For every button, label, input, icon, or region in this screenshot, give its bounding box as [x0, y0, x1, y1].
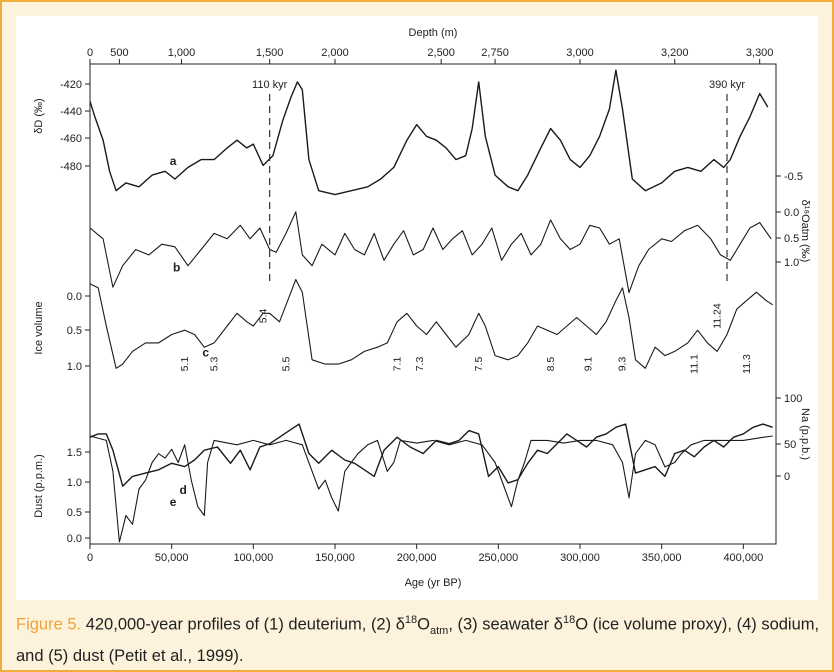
x-tick-label: 50,000 [155, 552, 189, 564]
dashed-line-label: 110 kyr [252, 79, 288, 91]
figure-label: Figure 5. [16, 615, 82, 634]
y-tick-label-a: -480 [60, 161, 82, 173]
y-axis-title-a: δD (‰) [33, 98, 45, 133]
y-tick-label-a: -420 [60, 79, 82, 91]
stage-label: 8.5 [545, 357, 557, 372]
top-tick-label: 1,500 [256, 47, 284, 59]
y-axis-title-c: Ice volume [33, 301, 45, 354]
series-line-c [89, 278, 773, 369]
top-tick-label: 2,500 [427, 47, 455, 59]
series-letter-c: c [202, 345, 209, 359]
top-tick-label: 2,750 [481, 47, 509, 59]
caption-text-1: 420,000-year profiles of (1) deuterium, … [81, 615, 405, 634]
series-line-b [89, 211, 772, 294]
x-axis-title: Age (yr BP) [405, 577, 462, 589]
x-tick-label: 250,000 [478, 552, 518, 564]
series-letter-a: a [170, 154, 177, 168]
caption-text-2: O [417, 615, 430, 634]
caption-sup-1: 18 [404, 614, 418, 626]
stage-label: 9.1 [582, 357, 594, 372]
y-axis-title-e: Dust (p.p.m.) [33, 454, 45, 518]
stage-label: 7.1 [391, 357, 403, 372]
x-tick-label: 200,000 [397, 552, 437, 564]
y-tick-label-c: 0.0 [67, 291, 82, 303]
x-tick-label: 400,000 [723, 552, 763, 564]
y-tick-label-e: 0.0 [67, 533, 82, 545]
x-tick-label: 150,000 [315, 552, 355, 564]
series-letter-b: b [173, 261, 180, 275]
climate-profiles-chart: 0 50,000 100,000 150,000 200,000 250,000 300,0… [33, 27, 811, 589]
stage-label: 11.24 [711, 303, 723, 329]
series-letter-e: e [170, 495, 177, 509]
stage-label: 7.3 [414, 357, 426, 372]
caption-sub-1: atm [429, 624, 449, 637]
top-tick-label: 3,300 [746, 47, 774, 59]
y-tick-label-a: -440 [60, 106, 82, 118]
stage-label: 5.4 [257, 309, 269, 324]
series-line-a [89, 69, 769, 196]
y-tick-label-e: 1.0 [67, 477, 82, 489]
dashed-line-label: 390 kyr [709, 79, 745, 91]
y-tick-label-a: -460 [60, 133, 82, 145]
top-tick-label: 500 [110, 47, 128, 59]
y-axis-title-b: δ¹⁸Oatm (‰) [799, 200, 811, 263]
y-tick-label-e: 1.5 [67, 447, 82, 459]
y-tick-label-b: -0.5 [784, 171, 803, 183]
stage-label: 5.3 [208, 357, 220, 372]
y-tick-label-b: 1.0 [784, 257, 799, 269]
x-tick-label: 300,000 [560, 552, 600, 564]
caption-text-3: , (3) seawater δ [448, 615, 563, 634]
stage-label: 9.3 [617, 357, 629, 372]
stage-label: 5.5 [280, 357, 292, 372]
top-tick-label: 3,000 [566, 47, 594, 59]
stage-label: 7.5 [473, 357, 485, 372]
top-tick-label: 3,200 [661, 47, 689, 59]
series-line-d [89, 423, 773, 487]
y-tick-label-b: 0.0 [784, 207, 799, 219]
stage-label: 11.1 [689, 354, 701, 374]
plot-area-frame [89, 63, 777, 545]
series-letter-d: d [180, 483, 187, 497]
stage-label: 5.1 [179, 357, 191, 372]
top-axis-title: Depth (m) [409, 27, 458, 39]
y-tick-label-d: 100 [784, 393, 802, 405]
figure-caption: Figure 5. 420,000-year profiles of (1) d… [16, 608, 822, 669]
top-tick-label: 1,000 [168, 47, 196, 59]
y-tick-label-d: 50 [784, 439, 796, 451]
plot-panel: 0 50,000 100,000 150,000 200,000 250,000 300,0… [16, 16, 818, 600]
top-tick-label: 2,000 [321, 47, 349, 59]
y-tick-label-c: 0.5 [67, 325, 82, 337]
top-tick-label: 0 [87, 47, 93, 59]
y-axis-title-d: Na (p.p.b.) [799, 408, 811, 460]
x-tick-label: 350,000 [642, 552, 682, 564]
y-tick-label-b: 0.5 [784, 233, 799, 245]
caption-sup-2: 18 [562, 614, 576, 626]
y-tick-label-e: 0.5 [67, 507, 82, 519]
stage-label: 11.3 [741, 354, 753, 374]
x-tick-label: 0 [87, 552, 93, 564]
x-tick-label: 100,000 [233, 552, 273, 564]
y-tick-label-d: 0 [784, 471, 790, 483]
caption-text-4: O (ice volume proxy), (4) sodium, and (5… [16, 615, 820, 665]
y-tick-label-c: 1.0 [67, 361, 82, 373]
series-line-e [89, 435, 773, 543]
